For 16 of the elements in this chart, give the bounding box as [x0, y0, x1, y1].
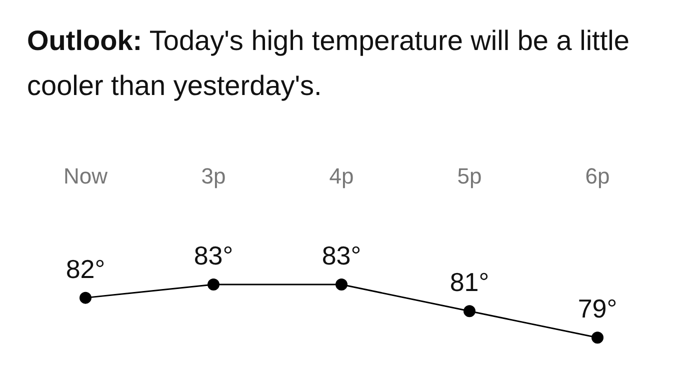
x-tick-label: 6p [585, 164, 610, 188]
x-tick-label: 4p [329, 164, 354, 188]
data-label: 83° [322, 240, 362, 271]
point [464, 305, 476, 318]
point [336, 278, 348, 291]
x-tick-label: Now [63, 164, 108, 188]
point [592, 332, 604, 344]
x-tick-label: 3p [201, 164, 226, 188]
chart-title: Outlook: [27, 25, 142, 56]
point [208, 278, 220, 291]
data-label: 81° [450, 267, 490, 298]
data-label: 82° [66, 254, 106, 284]
x-tick-label: 5p [457, 164, 482, 188]
point [80, 292, 92, 304]
data-label: 83° [194, 240, 234, 271]
data-label: 79° [578, 294, 618, 324]
